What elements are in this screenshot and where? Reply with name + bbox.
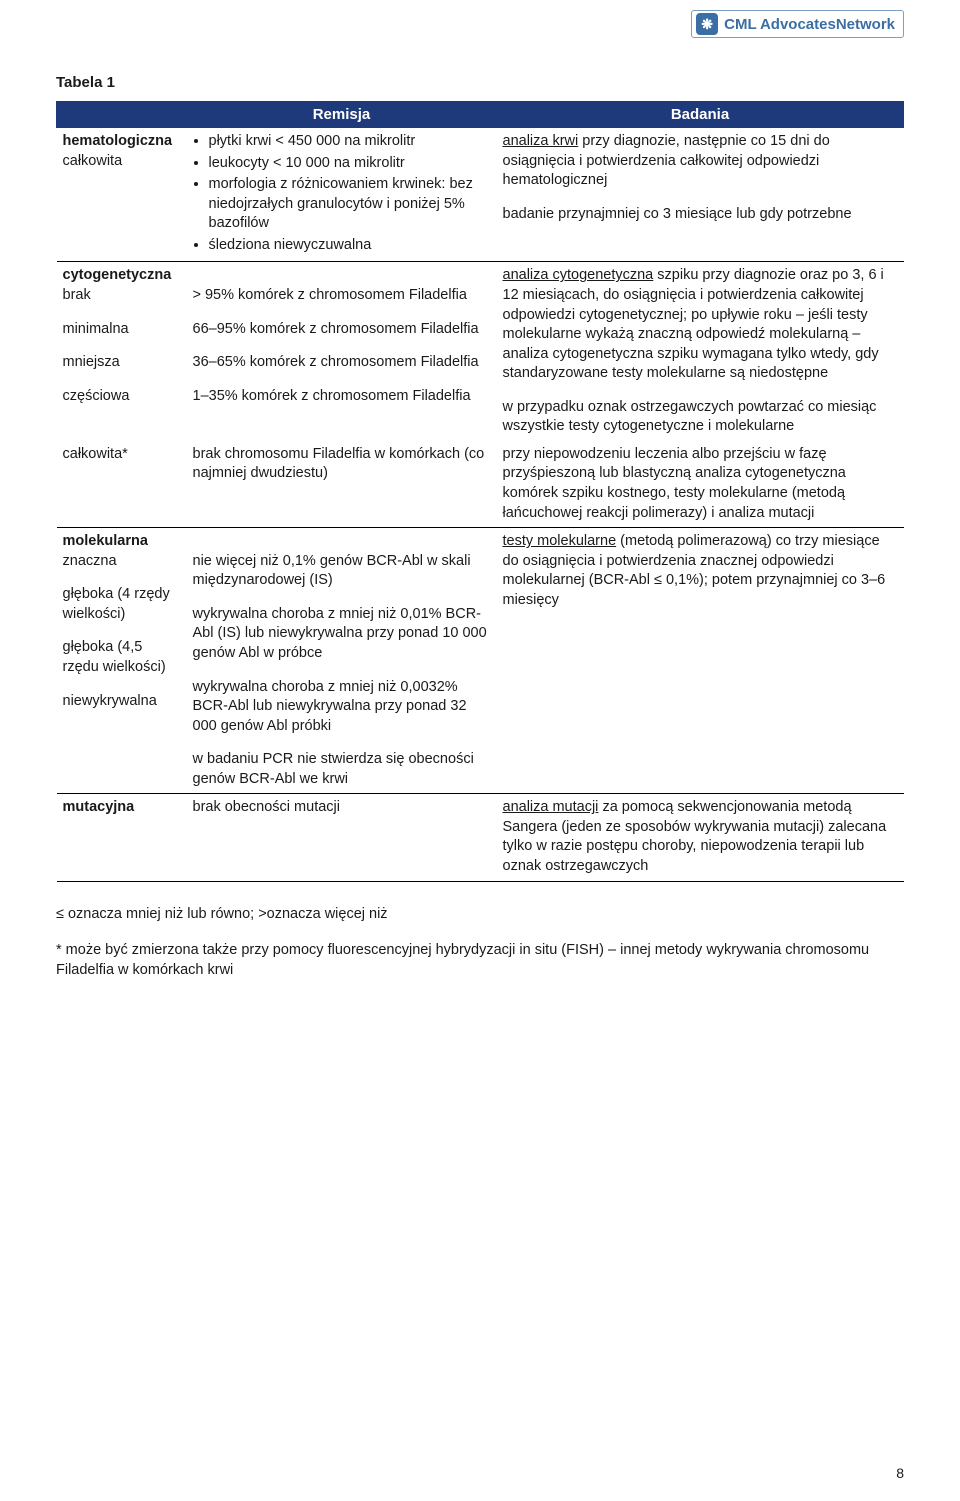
hemat-bullets: płytki krwi < 450 000 na mikrolitr leuko… (193, 132, 491, 255)
hemat-r1-ul: analiza krwi (503, 133, 579, 149)
cyto-mid-0: > 95% komórek z chromosomem Filadelfia (193, 287, 467, 303)
label-cyto-brak: brak (63, 287, 91, 303)
label-mol-g45: głęboka (4,5 rzędu wielkości) (63, 639, 166, 675)
footnote-2: * może być zmierzona także przy pomocy f… (56, 940, 904, 981)
label-mol-bold: molekularna (63, 533, 148, 549)
calk-right: przy niepowodzeniu leczenia albo przejśc… (503, 445, 898, 523)
label-cyto-min: minimalna (63, 321, 129, 337)
label-cyto-czesc: częściowa (63, 388, 130, 404)
row-mol: molekularna znaczna głęboka (4 rzędy wie… (57, 528, 904, 794)
cyto-r-ul: analiza cytogenetyczna (503, 267, 654, 283)
footnotes: ≤ oznacza mniej niż lub równo; >oznacza … (56, 904, 904, 981)
hemat-b3: morfologia z różnicowaniem krwinek: bez … (209, 175, 491, 234)
footnote-1: ≤ oznacza mniej niż lub równo; >oznacza … (56, 904, 904, 924)
mol-r-ul: testy molekularne (503, 533, 617, 549)
label-cyto-mniejsza: mniejsza (63, 354, 120, 370)
logo-text: CML AdvocatesNetwork (724, 16, 895, 33)
header-remisja: Remisja (187, 102, 497, 128)
mol-mid-0: nie więcej niż 0,1% genów BCR-Abl w skal… (193, 553, 471, 589)
hemat-b4: śledziona niewyczuwalna (209, 236, 491, 256)
cyto-mid-2: 36–65% komórek z chromosomem Filadelfia (193, 354, 479, 370)
row-mut: mutacyjna brak obecności mutacji analiza… (57, 794, 904, 881)
row-hematologiczna: hematologiczna całkowita płytki krwi < 4… (57, 128, 904, 262)
brand-logo: ❋ CML AdvocatesNetwork (691, 10, 904, 38)
remisja-table: Remisja Badania hematologiczna całkowita… (56, 101, 904, 882)
cyto-r2: w przypadku oznak ostrzegawczych powtarz… (503, 399, 877, 435)
label-hemat-plain: całkowita (63, 153, 123, 169)
cyto-r-rest: szpiku przy diagnozie oraz po 3, 6 i 12 … (503, 267, 884, 381)
logo-icon: ❋ (696, 13, 718, 35)
label-mol-znacz: znaczna (63, 553, 117, 569)
mol-mid-3: w badaniu PCR nie stwierdza się obecnośc… (193, 751, 474, 787)
mut-r-ul: analiza mutacji (503, 799, 599, 815)
mol-mid-1: wykrywalna choroba z mniej niż 0,01% BCR… (193, 606, 487, 661)
label-cyto-bold: cytogenetyczna (63, 267, 172, 283)
calk-mid: brak chromosomu Filadelfia w komórkach (… (193, 445, 491, 484)
label-hemat-bold: hematologiczna (63, 133, 173, 149)
page-number: 8 (896, 1465, 904, 1481)
label-calkowita: całkowita* (63, 445, 181, 465)
row-cyto: cytogenetyczna brak minimalna mniejsza c… (57, 262, 904, 441)
header-badania: Badania (497, 102, 904, 128)
cyto-mid-3: 1–35% komórek z chromosomem Filadelfia (193, 388, 471, 404)
label-mol-g4: głęboka (4 rzędy wielkości) (63, 586, 170, 622)
header-col1 (57, 102, 187, 128)
cyto-mid-1: 66–95% komórek z chromosomem Filadelfia (193, 321, 479, 337)
row-calkowita: całkowita* brak chromosomu Filadelfia w … (57, 441, 904, 528)
label-mol-niew: niewykrywalna (63, 693, 157, 709)
label-mut: mutacyjna (63, 799, 135, 815)
hemat-b2: leukocyty < 10 000 na mikrolitr (209, 154, 491, 174)
hemat-b1: płytki krwi < 450 000 na mikrolitr (209, 132, 491, 152)
mol-mid-2: wykrywalna choroba z mniej niż 0,0032% B… (193, 679, 467, 734)
table-title: Tabela 1 (56, 74, 904, 91)
hemat-r2: badanie przynajmniej co 3 miesiące lub g… (503, 206, 852, 222)
mut-mid: brak obecności mutacji (193, 799, 341, 815)
